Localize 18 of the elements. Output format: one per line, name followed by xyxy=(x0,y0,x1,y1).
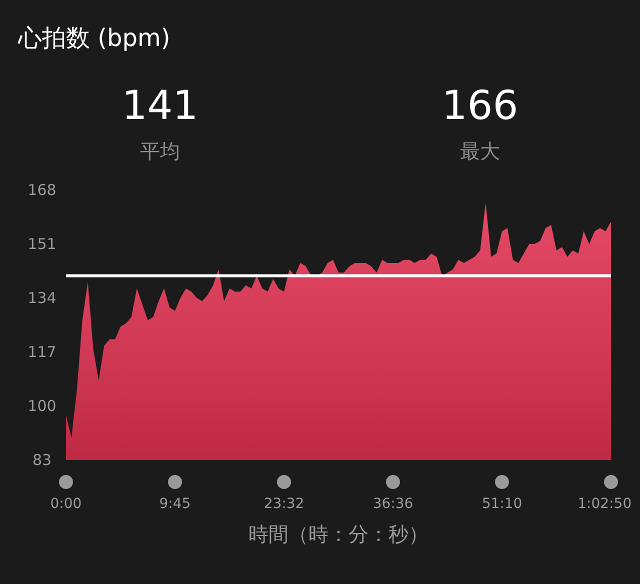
ytick: 100 xyxy=(28,397,56,415)
ytick: 83 xyxy=(32,451,52,469)
ytick: 168 xyxy=(28,181,56,199)
xtick: 51:10 xyxy=(482,496,522,512)
ytick: 117 xyxy=(28,343,56,361)
xtick: 1:02:50 xyxy=(578,496,632,512)
xlabel: 時間（時：分：秒） xyxy=(248,522,428,546)
title: 心拍数 (bpm) xyxy=(18,24,170,52)
ytick: 151 xyxy=(28,235,56,253)
annotation: 141 xyxy=(122,83,198,129)
ytick: 134 xyxy=(28,289,56,307)
xtick: 36:36 xyxy=(372,496,414,512)
xtick: 23:32 xyxy=(264,496,304,512)
xtick: 0:00 xyxy=(50,496,82,512)
annotation: 最大 xyxy=(460,139,500,163)
annotation: 平均 xyxy=(140,139,180,163)
annotation: 166 xyxy=(442,83,518,129)
xtick: 9:45 xyxy=(159,496,191,512)
